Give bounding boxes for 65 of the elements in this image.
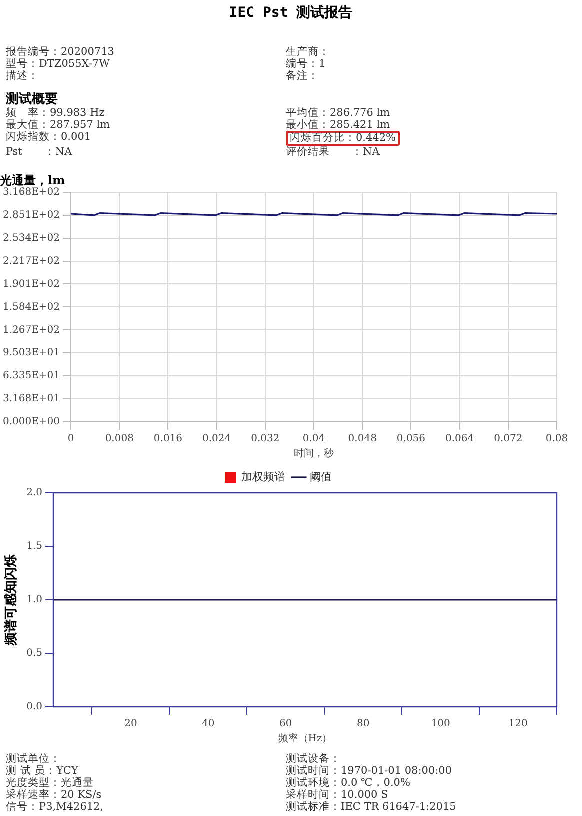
x-tick-label: 0.032 [251,434,280,445]
text: 评价结果 ：NA [286,146,380,158]
y-axis-title: 频谱可感知闪烁 [3,554,20,646]
text: 采样速率：20 KS/s [6,789,102,801]
x-tick-label: 0.08 [546,434,568,445]
text: 测试标准：IEC TR 61647-1:2015 [286,801,456,813]
y-tick-label: 1.5 [26,541,43,552]
x-tick-label: 20 [124,718,138,730]
x-tick-label: 100 [431,718,450,730]
x-tick-label: 0.008 [105,434,134,445]
text: 频 率：99.983 Hz [6,107,105,119]
text: 描述： [6,70,39,82]
text: 测试概要 [6,92,58,107]
text: 信号：P3,M42612, [6,801,104,813]
x-tick-label: 120 [508,718,528,730]
text: 生产商： [286,46,330,58]
text: 测试单位： [6,753,61,765]
text: 编号：1 [286,58,326,70]
x-tick-label: 80 [356,718,370,730]
x-tick-label: 40 [202,718,215,730]
text: 闪烁指数：0.001 [6,131,92,143]
legend-label: 加权频谱 [242,470,286,484]
x-tick-label: 0.072 [494,434,523,445]
y-tick-label: 0.000E+00 [3,416,60,428]
y-tick-label: 9.503E+01 [3,348,60,359]
text: 测试时间：1970-01-01 08:00:00 [286,765,452,777]
y-tick-label: 2.217E+02 [3,256,60,267]
y-tick-label: 1.901E+02 [3,278,60,290]
y-tick-label: 3.168E+01 [3,394,60,405]
text: 型号：DTZ055X-7W [6,58,110,70]
y-tick-label: 2.851E+02 [3,210,60,221]
x-axis-title: 时间，秒 [294,448,334,460]
y-tick-label: 1.584E+02 [3,302,60,313]
x-tick-label: 0.064 [445,434,474,445]
text: 最小值：285.421 lm [286,119,390,131]
x-tick-label: 0.048 [348,434,377,445]
x-tick-label: 0.056 [396,434,426,445]
y-tick-label: 2.0 [26,488,43,499]
outline-frame: 闪烁百分比：0.442% [286,131,400,146]
text: 测试环境：0.0 ℃，0.0% [286,777,410,789]
text: Pst ：NA [6,146,72,158]
x-tick-label: 60 [280,718,292,730]
chart-subtitle: 光通量，lm [0,173,66,188]
y-tick-label: 0.0 [26,702,43,713]
y-tick-label: 2.534E+02 [3,232,60,244]
text: 采样时间：10.000 S [286,789,388,801]
text: 备注： [286,70,319,82]
text: 光度类型：光通量 [6,777,94,789]
legend-label: 阈值 [310,470,332,484]
y-tick-label: 3.168E+02 [3,186,60,198]
chart-title: IEC Pst 测试报告 [228,4,354,23]
y-tick-label: 6.335E+01 [3,370,60,382]
x-tick-label: 0 [68,434,74,445]
y-tick-label: 1.267E+02 [3,324,60,336]
text: 测试设备： [286,753,341,765]
x-tick-label: 0.024 [202,434,232,445]
text: 测 试 员：YCY [6,765,78,777]
x-tick-label: 0.016 [154,434,183,445]
x-axis-title: 频率（Hz） [278,732,332,745]
text: 平均值：286.776 lm [286,107,390,119]
y-tick-label: 1.0 [26,594,43,606]
y-tick-label: 0.5 [26,648,43,660]
x-tick-label: 0.04 [302,434,326,445]
text: 报告编号：20200713 [6,46,114,58]
text: 最大值：287.957 lm [6,119,110,131]
